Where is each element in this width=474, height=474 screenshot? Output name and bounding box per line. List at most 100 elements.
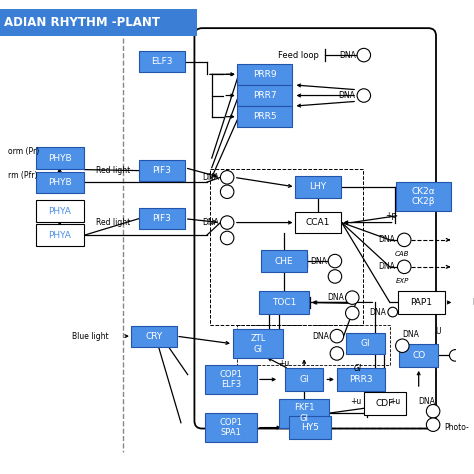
FancyBboxPatch shape [138, 208, 185, 229]
FancyBboxPatch shape [294, 176, 341, 198]
Text: DNA: DNA [339, 51, 356, 60]
FancyBboxPatch shape [205, 413, 257, 442]
Text: CCA1: CCA1 [305, 218, 330, 227]
Text: DNA: DNA [402, 330, 419, 339]
FancyBboxPatch shape [346, 333, 385, 355]
Text: FKF1
GI: FKF1 GI [294, 403, 314, 423]
Text: CDF: CDF [376, 399, 394, 408]
Circle shape [328, 270, 342, 283]
Text: COP1
ELF3: COP1 ELF3 [219, 370, 242, 389]
Text: +u: +u [389, 397, 400, 406]
Circle shape [388, 307, 398, 317]
Circle shape [396, 339, 409, 353]
FancyBboxPatch shape [237, 85, 292, 106]
FancyBboxPatch shape [36, 147, 84, 169]
Text: PRR3: PRR3 [349, 375, 373, 384]
Text: PHYB: PHYB [48, 178, 72, 187]
Text: DNA: DNA [369, 308, 386, 317]
Text: CHE: CHE [274, 256, 293, 265]
Circle shape [427, 404, 440, 418]
Text: PIF3: PIF3 [152, 166, 171, 175]
Text: GI: GI [300, 375, 309, 384]
FancyBboxPatch shape [400, 344, 438, 367]
Circle shape [457, 296, 471, 309]
FancyBboxPatch shape [364, 392, 406, 415]
Text: CK2α
CK2β: CK2α CK2β [411, 187, 436, 206]
FancyBboxPatch shape [194, 28, 436, 428]
Text: orm (Pr): orm (Pr) [8, 147, 39, 156]
Circle shape [346, 291, 359, 304]
Text: PHYB: PHYB [48, 154, 72, 163]
Text: D: D [473, 298, 474, 307]
Text: GI: GI [354, 365, 362, 374]
FancyBboxPatch shape [285, 368, 323, 391]
FancyBboxPatch shape [294, 212, 341, 233]
Circle shape [427, 418, 440, 431]
Text: DNA: DNA [202, 173, 219, 182]
Text: CO: CO [412, 351, 425, 360]
FancyBboxPatch shape [131, 326, 177, 346]
Text: DNA: DNA [202, 218, 219, 227]
Circle shape [220, 171, 234, 184]
Text: PIF3: PIF3 [152, 214, 171, 223]
Text: Red light: Red light [96, 218, 130, 227]
Text: DNA: DNA [312, 332, 329, 341]
Text: Blue light: Blue light [72, 332, 109, 341]
FancyBboxPatch shape [289, 416, 331, 439]
FancyBboxPatch shape [396, 182, 451, 211]
Text: DNA: DNA [379, 236, 396, 245]
Text: +p: +p [385, 211, 397, 220]
FancyBboxPatch shape [399, 291, 445, 314]
Text: DNA: DNA [379, 262, 396, 271]
Text: Feed loop: Feed loop [278, 51, 319, 60]
Circle shape [357, 48, 371, 62]
FancyBboxPatch shape [205, 365, 257, 394]
FancyBboxPatch shape [36, 172, 84, 193]
Text: GI: GI [361, 339, 371, 348]
FancyBboxPatch shape [36, 225, 84, 246]
Text: PRR5: PRR5 [253, 112, 276, 121]
Text: +u: +u [278, 359, 290, 367]
FancyBboxPatch shape [36, 201, 84, 222]
Text: LHY: LHY [309, 182, 326, 191]
Circle shape [220, 231, 234, 245]
Circle shape [328, 255, 342, 268]
Text: PHYA: PHYA [48, 230, 71, 239]
Text: DNA: DNA [338, 91, 355, 100]
Text: U: U [435, 327, 441, 336]
Text: EXP: EXP [396, 278, 409, 284]
Circle shape [357, 89, 371, 102]
Circle shape [220, 216, 234, 229]
Circle shape [398, 260, 411, 273]
FancyBboxPatch shape [237, 106, 292, 128]
FancyBboxPatch shape [261, 250, 307, 272]
Text: rm (Pfr): rm (Pfr) [8, 171, 37, 180]
Text: DNA: DNA [419, 397, 436, 406]
Text: Photo-: Photo- [445, 423, 469, 432]
Text: +u: +u [350, 397, 362, 406]
Text: ZTL
GI: ZTL GI [250, 334, 265, 354]
Text: DNA: DNA [328, 293, 345, 302]
Circle shape [398, 233, 411, 246]
Text: ADIAN RHYTHM -PLANT: ADIAN RHYTHM -PLANT [4, 16, 160, 29]
Text: DNA: DNA [310, 256, 327, 265]
FancyBboxPatch shape [237, 64, 292, 85]
Text: TOC1: TOC1 [272, 298, 296, 307]
Text: PAP1: PAP1 [410, 298, 433, 307]
FancyBboxPatch shape [138, 160, 185, 181]
Text: CAB: CAB [395, 251, 410, 257]
FancyBboxPatch shape [279, 399, 329, 428]
Circle shape [220, 185, 234, 199]
FancyBboxPatch shape [337, 368, 385, 391]
FancyBboxPatch shape [259, 291, 309, 314]
Text: PRR9: PRR9 [253, 70, 276, 79]
Text: PRR7: PRR7 [253, 91, 276, 100]
Circle shape [330, 346, 344, 360]
Text: COP1
SPA1: COP1 SPA1 [219, 418, 242, 438]
Circle shape [346, 306, 359, 320]
Text: ELF3: ELF3 [151, 57, 173, 66]
Circle shape [449, 350, 461, 361]
FancyBboxPatch shape [233, 329, 283, 358]
FancyBboxPatch shape [0, 9, 197, 36]
FancyBboxPatch shape [138, 51, 185, 73]
